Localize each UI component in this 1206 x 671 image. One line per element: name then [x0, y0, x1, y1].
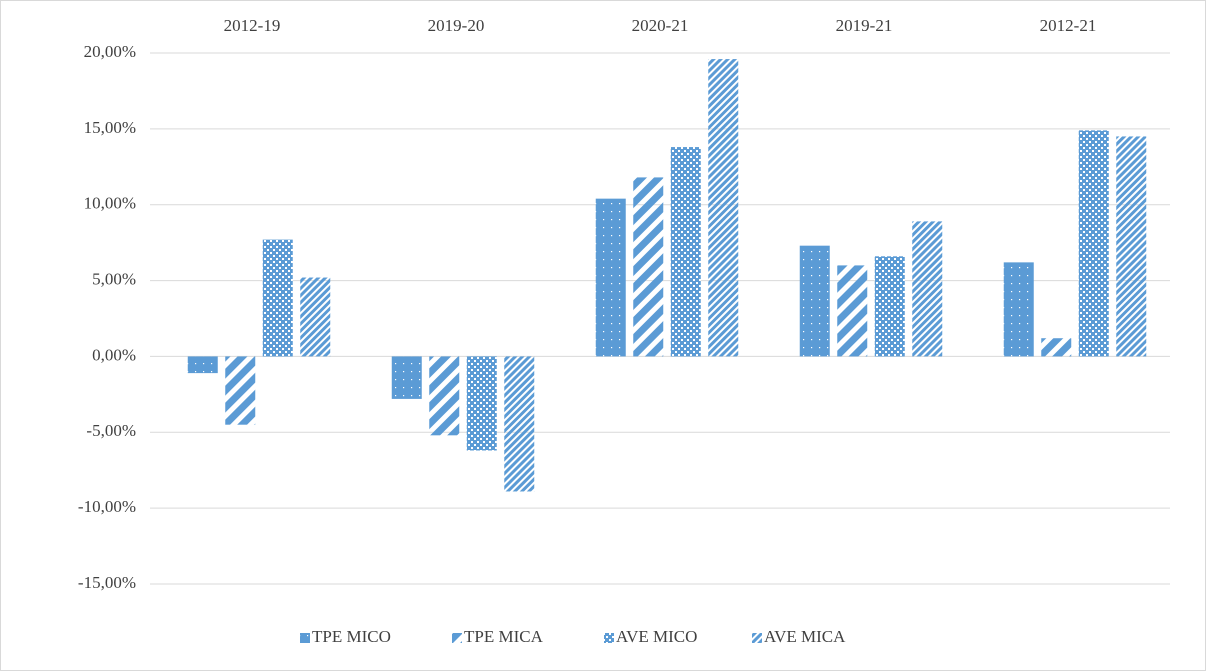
y-tick-label: -5,00% [86, 421, 136, 440]
bar [1003, 262, 1034, 357]
bar [633, 177, 664, 357]
y-tick-label: 10,00% [84, 194, 136, 213]
y-tick-label: -10,00% [78, 497, 136, 516]
bar [708, 59, 739, 357]
legend-label: AVE MICO [616, 627, 697, 646]
bar [1116, 136, 1147, 357]
bar [912, 221, 943, 357]
bar [429, 356, 460, 436]
x-tick-label: 2019-20 [428, 16, 485, 35]
x-tick-label: 2012-21 [1040, 16, 1097, 35]
bar [799, 245, 830, 357]
y-tick-label: -15,00% [78, 573, 136, 592]
bar [1041, 338, 1072, 357]
legend-label: TPE MICO [312, 627, 391, 646]
bar [187, 356, 218, 374]
legend-marker [604, 633, 614, 643]
bar [837, 265, 868, 357]
bar [595, 198, 626, 357]
bar [504, 356, 535, 492]
legend-label: AVE MICA [764, 627, 846, 646]
y-tick-label: 0,00% [92, 345, 136, 364]
bar [670, 147, 701, 357]
bar [1078, 130, 1109, 357]
bar [874, 256, 905, 357]
x-tick-label: 2020-21 [632, 16, 689, 35]
x-tick-label: 2019-21 [836, 16, 893, 35]
bar [225, 356, 256, 425]
y-tick-label: 20,00% [84, 42, 136, 61]
y-tick-label: 5,00% [92, 269, 136, 288]
legend-marker [300, 633, 310, 643]
bar [466, 356, 497, 451]
bar [262, 239, 293, 357]
legend-marker [452, 633, 462, 643]
legend-label: TPE MICA [464, 627, 544, 646]
x-tick-label: 2012-19 [224, 16, 281, 35]
bar [391, 356, 422, 399]
bar [300, 277, 331, 357]
y-tick-label: 15,00% [84, 118, 136, 137]
legend-marker [752, 633, 762, 643]
